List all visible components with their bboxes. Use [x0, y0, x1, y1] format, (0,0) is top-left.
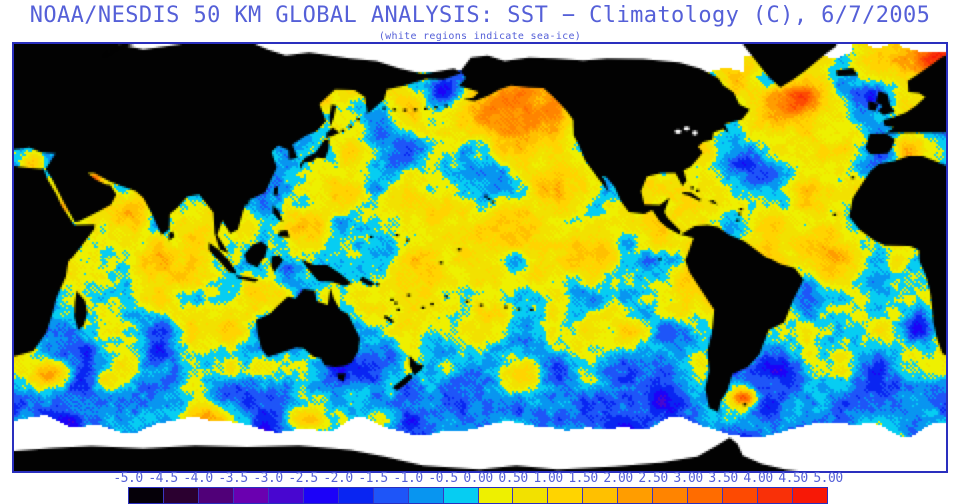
colorbar — [128, 487, 828, 504]
colorbar-tick-label: 5.00 — [813, 471, 843, 486]
colorbar-segment — [129, 488, 163, 503]
colorbar-tick-label: 4.50 — [778, 471, 808, 486]
colorbar-tick-label: 1.00 — [533, 471, 563, 486]
colorbar-tick-label: 2.00 — [603, 471, 633, 486]
colorbar-segment — [373, 488, 408, 503]
colorbar-segment — [758, 488, 793, 503]
colorbar-segment — [723, 488, 758, 503]
colorbar-tick-label: 0.00 — [463, 471, 493, 486]
colorbar-segment — [513, 488, 548, 503]
colorbar-segment — [548, 488, 583, 503]
colorbar-tick-label: -5.0 — [113, 471, 143, 486]
colorbar-tick-label: 2.50 — [638, 471, 668, 486]
colorbar-tick-label: -4.5 — [148, 471, 178, 486]
colorbar-segment — [338, 488, 373, 503]
colorbar-segment — [478, 488, 513, 503]
colorbar-tick-label: 3.00 — [673, 471, 703, 486]
sst-anomaly-world-map — [14, 44, 946, 471]
colorbar-tick-label: 1.50 — [568, 471, 598, 486]
colorbar-segment — [688, 488, 723, 503]
colorbar-segment — [653, 488, 688, 503]
colorbar-segment — [233, 488, 268, 503]
colorbar-tick-label: 3.50 — [708, 471, 738, 486]
colorbar-tick-label: -3.0 — [253, 471, 283, 486]
sea-ice-note: (white regions indicate sea-ice) — [378, 31, 582, 42]
colorbar-segment — [408, 488, 443, 503]
colorbar-tick-label: -1.0 — [393, 471, 423, 486]
colorbar-tick-label: -0.5 — [428, 471, 458, 486]
colorbar-tick-label: -1.5 — [358, 471, 388, 486]
map-frame — [12, 42, 948, 473]
map-title: NOAA/NESDIS 50 KM GLOBAL ANALYSIS: SST −… — [29, 3, 931, 28]
colorbar-segment — [198, 488, 233, 503]
colorbar-tick-label: 0.50 — [498, 471, 528, 486]
colorbar-segment — [793, 488, 828, 503]
colorbar-segment — [268, 488, 303, 503]
colorbar-segment — [443, 488, 478, 503]
colorbar-tick-label: -3.5 — [218, 471, 248, 486]
colorbar-tick-label: -2.0 — [323, 471, 353, 486]
colorbar-segment — [583, 488, 618, 503]
colorbar-tick-label: -4.0 — [183, 471, 213, 486]
colorbar-segment — [163, 488, 198, 503]
colorbar-tick-label: 4.00 — [743, 471, 773, 486]
colorbar-segment — [618, 488, 653, 503]
colorbar-tick-label: -2.5 — [288, 471, 318, 486]
colorbar-segment — [303, 488, 338, 503]
colorbar-labels: -5.0 -4.5 -4.0 -3.5 -3.0 -2.5 -2.0 -1.5 -1.0 -0.5… — [0, 472, 960, 486]
